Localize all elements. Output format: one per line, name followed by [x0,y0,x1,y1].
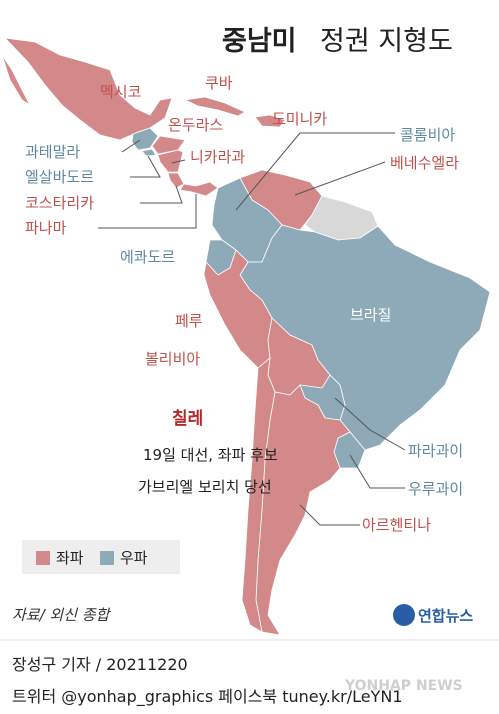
country-label: 쿠바 [205,74,233,92]
country-label: 엘살바도르 [25,168,94,186]
country-label: 콜롬비아 [400,126,455,144]
country-shape [141,148,157,157]
watermark: YONHAP NEWS [344,678,463,694]
country-shape [151,135,186,155]
country-label: 파라과이 [408,442,463,460]
title: 정권 지형도 [320,26,453,57]
country-shape [254,114,286,128]
legend-swatch [36,551,50,565]
country-shape [1,37,173,141]
country-label: 아르헨티나 [362,516,431,534]
country-shape [183,96,246,117]
country-shape [131,127,159,151]
country-label: 온두라스 [168,116,223,134]
country-shape [167,172,185,189]
annotation: 19일 대선, 좌파 후보 [143,446,278,464]
country-label: 도미니카 [272,110,327,128]
title-bold: 중남미 [222,26,297,57]
country-label: 니카라과 [190,148,245,166]
leader-lines [98,132,406,526]
country-label: 베네수엘라 [390,154,459,172]
source: 자료/ 외신 종합 [12,606,112,624]
country-label: 칠레 [172,408,203,429]
country-label: 우루과이 [408,480,463,498]
country-label: 파나마 [25,219,67,237]
country-shape [255,384,351,636]
footer: 장성구 기자 / 20211220 [12,655,188,674]
country-label: 볼리비아 [145,350,200,368]
legend-label: 좌파 [56,549,84,567]
country-label: 브라질 [350,306,391,324]
country-label: 페루 [175,312,203,330]
legend: 좌파 우파 [22,540,180,574]
footer: 트위터 @yonhap_graphics 페이스북 tuney.kr/LeYN1 [12,687,403,707]
country-shape [157,149,184,173]
map [1,37,491,636]
country-shape [241,357,276,633]
country-label: 멕시코 [100,83,141,101]
logo: 연합뉴스 [418,607,473,625]
annotation: 가브리엘 보리치 당선 [138,478,272,496]
country-label: 코스타리카 [25,194,94,212]
legend-label: 우파 [120,549,148,567]
legend-swatch [100,551,114,565]
country-label: 에콰도르 [120,248,175,266]
logo-icon [393,604,415,626]
country-shape [179,181,219,197]
country-label: 과테말라 [25,143,80,161]
